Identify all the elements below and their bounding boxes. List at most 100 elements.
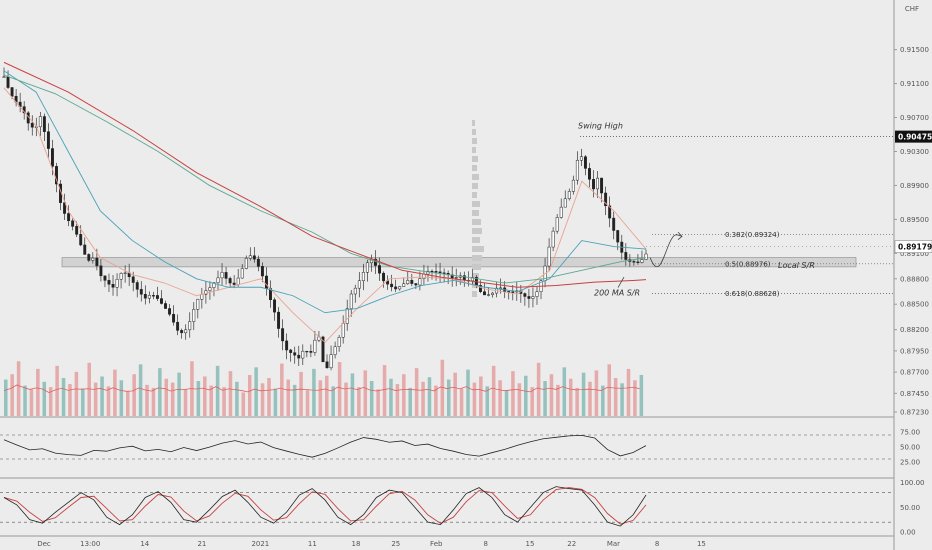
candle-body bbox=[192, 309, 196, 322]
volume-profile-bar bbox=[472, 228, 482, 234]
rsi-line bbox=[3, 435, 647, 458]
volume-bar bbox=[100, 376, 104, 416]
candle-body bbox=[402, 283, 406, 287]
candle-body bbox=[168, 308, 171, 315]
volume-bar bbox=[549, 374, 554, 416]
candle-body bbox=[479, 285, 482, 292]
volume-bar bbox=[16, 361, 21, 416]
volume-bar bbox=[446, 379, 451, 416]
candle-body bbox=[252, 255, 256, 260]
fib-382-label: 0.382(0.89324) bbox=[725, 231, 780, 239]
volume-bar bbox=[93, 382, 98, 416]
volume-bar bbox=[562, 367, 567, 416]
candle-body bbox=[220, 272, 224, 279]
volume-bar bbox=[61, 378, 66, 416]
candle-body bbox=[418, 278, 422, 286]
volume-bar bbox=[292, 384, 297, 416]
y-tick-label: 0.87950 bbox=[900, 347, 929, 355]
stoch-tick-label: 0.00 bbox=[900, 529, 916, 537]
volume-bar bbox=[106, 386, 111, 416]
y-tick-label: 0.87700 bbox=[900, 369, 929, 377]
volume-bar bbox=[389, 378, 393, 416]
candle-body bbox=[139, 289, 143, 295]
rsi-tick-label: 25.00 bbox=[900, 459, 920, 467]
volume-bar bbox=[402, 374, 406, 416]
candle-body bbox=[398, 286, 402, 290]
candle-body bbox=[636, 261, 640, 263]
volume-bar bbox=[453, 372, 457, 416]
volume-profile-bar bbox=[472, 192, 477, 198]
candle-body bbox=[571, 179, 575, 192]
candle-body bbox=[240, 268, 244, 279]
volume-bar bbox=[639, 374, 644, 416]
candle-body bbox=[321, 336, 325, 363]
volume-profile-bar bbox=[472, 165, 477, 171]
stoch-d-line bbox=[3, 487, 647, 525]
volume-bar bbox=[228, 371, 233, 416]
volume-bar bbox=[485, 386, 490, 416]
volume-bar bbox=[633, 380, 637, 416]
volume-bar bbox=[581, 372, 586, 416]
candle-body bbox=[111, 284, 115, 288]
candle-body bbox=[10, 87, 14, 97]
candle-body bbox=[410, 280, 414, 284]
candle-body bbox=[256, 258, 260, 267]
volume-bar bbox=[491, 365, 496, 416]
x-tick-label: 22 bbox=[567, 540, 576, 548]
candle-body bbox=[208, 287, 212, 291]
volume-bar bbox=[466, 369, 470, 416]
volume-bar bbox=[36, 368, 40, 416]
candle-body bbox=[46, 131, 50, 149]
volume-bar bbox=[344, 382, 348, 416]
candle-body bbox=[382, 272, 385, 282]
candle-body bbox=[123, 272, 127, 274]
volume-bar bbox=[607, 364, 612, 416]
candle-body bbox=[305, 350, 309, 353]
candle-body bbox=[491, 292, 495, 295]
candle-body bbox=[604, 192, 608, 207]
candle-body bbox=[38, 116, 42, 128]
candle-body bbox=[6, 76, 10, 88]
x-tick-label: 13:00 bbox=[80, 540, 100, 548]
volume-bar bbox=[556, 384, 560, 416]
candle-body bbox=[531, 296, 535, 299]
stoch-tick-label: 50.00 bbox=[900, 504, 920, 512]
candle-body bbox=[644, 253, 648, 260]
volume-profile-bar bbox=[472, 264, 481, 270]
x-tick-label: 8 bbox=[483, 540, 487, 548]
candle-body bbox=[329, 354, 333, 369]
candle-body bbox=[79, 234, 83, 246]
volume-bar bbox=[395, 384, 400, 416]
volume-bar bbox=[601, 385, 605, 416]
candle-body bbox=[232, 282, 236, 285]
y-tick-label: 0.91500 bbox=[900, 46, 929, 54]
candle-body bbox=[265, 275, 268, 289]
projection-arrow-icon bbox=[677, 231, 683, 241]
candle-body bbox=[99, 265, 103, 277]
volume-bar bbox=[472, 382, 477, 416]
volume-bar bbox=[414, 368, 419, 416]
candle-body bbox=[293, 352, 297, 356]
local-sr-label: Local S/R bbox=[778, 261, 815, 270]
volume-bar bbox=[267, 378, 271, 416]
candle-body bbox=[394, 286, 398, 290]
volume-bar bbox=[151, 387, 156, 416]
volume-bar bbox=[260, 383, 265, 416]
x-tick-label: 15 bbox=[697, 540, 706, 548]
volume-bar bbox=[119, 380, 124, 416]
candle-body bbox=[75, 226, 79, 235]
rsi-tick-label: 50.00 bbox=[900, 444, 920, 452]
x-tick-label: 21 bbox=[197, 540, 206, 548]
x-tick-label: 15 bbox=[526, 540, 535, 548]
x-tick-label: Feb bbox=[430, 540, 443, 548]
volume-bar bbox=[170, 382, 175, 416]
candle-body bbox=[30, 122, 34, 128]
volume-bar bbox=[113, 369, 117, 416]
volume-bar bbox=[132, 374, 136, 416]
candle-body bbox=[499, 287, 503, 289]
candle-body bbox=[454, 277, 458, 279]
candle-body bbox=[426, 270, 430, 275]
candle-body bbox=[579, 156, 583, 161]
